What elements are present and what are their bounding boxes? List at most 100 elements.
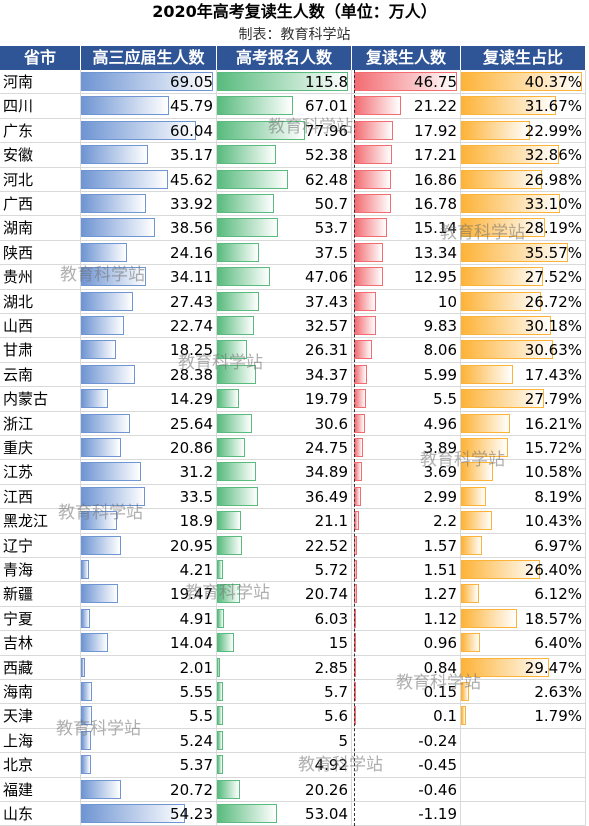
seniors-bar xyxy=(81,535,122,555)
applicants-bar xyxy=(217,608,224,628)
seniors-cell: 20.72 xyxy=(81,777,217,802)
applicants-bar xyxy=(217,242,260,262)
repeaters-bar xyxy=(354,340,372,360)
seniors-bar xyxy=(81,462,141,482)
repeaters-value: 17.92 xyxy=(414,121,457,140)
seniors-value: 45.62 xyxy=(170,170,213,189)
applicants-cell: 26.31 xyxy=(217,338,352,363)
seniors-value: 5.37 xyxy=(179,756,213,775)
applicants-bar xyxy=(217,804,277,823)
applicants-value: 34.89 xyxy=(305,463,348,482)
province-cell: 陕西 xyxy=(0,240,81,266)
seniors-value: 20.72 xyxy=(170,780,213,799)
seniors-cell: 33.92 xyxy=(81,192,217,217)
seniors-cell: 25.64 xyxy=(81,411,217,436)
share-cell: 29.47% xyxy=(461,655,586,680)
seniors-value: 2.01 xyxy=(179,658,213,677)
seniors-cell: 35.17 xyxy=(81,143,217,168)
applicants-bar xyxy=(217,194,275,213)
applicants-bar xyxy=(217,389,240,409)
share-cell: 18.57% xyxy=(461,606,586,632)
seniors-cell: 19.47 xyxy=(81,582,217,607)
applicants-value: 15 xyxy=(328,634,348,653)
seniors-cell: 5.37 xyxy=(81,753,217,778)
seniors-cell: 5.24 xyxy=(81,728,217,754)
repeaters-cell: 0.84 xyxy=(352,655,461,680)
seniors-value: 25.64 xyxy=(170,414,213,433)
applicants-bar xyxy=(217,413,252,433)
repeaters-value: 10 xyxy=(437,292,457,311)
share-bar xyxy=(461,486,486,506)
share-value: 6.40% xyxy=(534,634,582,653)
seniors-cell: 18.9 xyxy=(81,509,217,534)
share-cell xyxy=(461,777,586,802)
seniors-value: 33.92 xyxy=(170,195,213,213)
applicants-value: 37.43 xyxy=(305,292,348,311)
share-bar xyxy=(461,608,517,628)
seniors-value: 19.47 xyxy=(170,585,213,604)
applicants-cell: 15 xyxy=(217,631,352,656)
repeaters-value: 1.12 xyxy=(423,609,457,628)
seniors-cell: 5.5 xyxy=(81,704,217,729)
seniors-bar xyxy=(81,316,125,335)
share-bar xyxy=(461,389,545,409)
repeaters-bar xyxy=(354,413,365,433)
share-cell: 8.19% xyxy=(461,484,586,510)
seniors-value: 5.5 xyxy=(189,707,213,726)
applicants-cell: 6.03 xyxy=(217,606,352,632)
province-cell: 江苏 xyxy=(0,460,81,485)
repeaters-value: 46.75 xyxy=(414,73,457,91)
applicants-cell: 4.92 xyxy=(217,753,352,778)
applicants-cell: 22.52 xyxy=(217,533,352,558)
repeaters-value: 3.89 xyxy=(423,439,457,457)
applicants-cell: 24.75 xyxy=(217,436,352,461)
seniors-cell: 54.23 xyxy=(81,802,217,826)
repeaters-value: 17.21 xyxy=(414,146,457,165)
applicants-value: 26.31 xyxy=(305,341,348,360)
applicants-value: 20.74 xyxy=(305,585,348,604)
repeaters-bar xyxy=(354,218,388,238)
repeaters-value: 12.95 xyxy=(414,268,457,287)
applicants-cell: 37.43 xyxy=(217,289,352,314)
seniors-bar xyxy=(81,72,213,91)
repeaters-bar xyxy=(354,462,363,482)
applicants-bar xyxy=(217,779,240,799)
applicants-bar xyxy=(217,340,247,360)
chart-title: 2020年高考复读生人数（单位：万人） xyxy=(152,2,437,21)
province-cell: 内蒙古 xyxy=(0,387,81,412)
province-cell: 河南 xyxy=(0,70,81,95)
repeaters-bar xyxy=(354,242,384,262)
share-cell: 1.79% xyxy=(461,704,586,729)
repeaters-cell: -0.24 xyxy=(352,728,461,754)
share-cell: 6.12% xyxy=(461,582,586,607)
seniors-bar xyxy=(81,779,121,799)
applicants-cell: 5.72 xyxy=(217,558,352,583)
share-cell: 40.37% xyxy=(461,70,586,95)
seniors-cell: 69.05 xyxy=(81,70,217,95)
applicants-bar xyxy=(217,462,257,482)
share-bar xyxy=(461,169,542,189)
province-cell: 贵州 xyxy=(0,265,81,290)
share-value: 18.57% xyxy=(524,609,582,628)
repeaters-value: 9.83 xyxy=(423,317,457,335)
repeaters-cell: 1.57 xyxy=(352,533,461,558)
seniors-cell: 20.86 xyxy=(81,436,217,461)
header-repeaters: 复读生人数 xyxy=(352,46,461,70)
seniors-value: 54.23 xyxy=(170,805,213,823)
applicants-cell: 5 xyxy=(217,728,352,754)
applicants-value: 4.92 xyxy=(314,756,348,775)
share-value: 27.79% xyxy=(524,390,582,409)
province-cell: 山东 xyxy=(0,802,81,826)
share-value: 2.63% xyxy=(534,683,582,701)
applicants-bar xyxy=(217,730,223,750)
applicants-value: 2.85 xyxy=(314,658,348,677)
seniors-cell: 33.5 xyxy=(81,484,217,510)
share-bar xyxy=(461,120,530,140)
header-applicants: 高考报名人数 xyxy=(217,46,352,70)
seniors-bar xyxy=(81,755,92,775)
repeaters-bar xyxy=(354,267,383,287)
province-cell: 青海 xyxy=(0,558,81,583)
applicants-cell: 19.79 xyxy=(217,387,352,412)
share-bar xyxy=(461,194,561,213)
seniors-value: 4.91 xyxy=(179,609,213,628)
